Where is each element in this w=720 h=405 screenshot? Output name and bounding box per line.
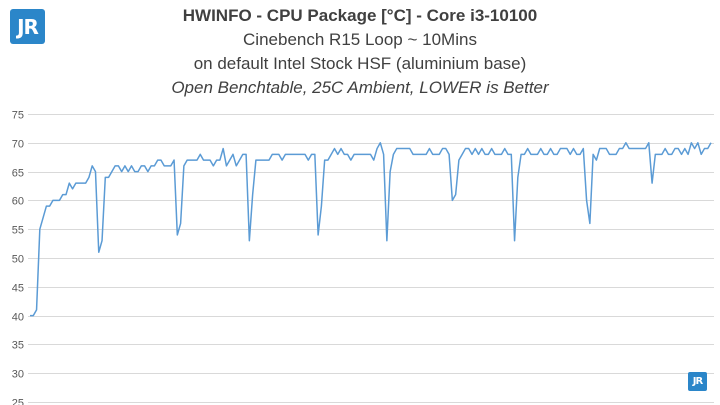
y-tick-label-45: 45 [12, 283, 24, 295]
y-tick-label-25: 25 [12, 398, 24, 405]
chart-subtitle-3: Open Benchtable, 25C Ambient, LOWER is B… [171, 78, 549, 97]
chart-subtitle-1: Cinebench R15 Loop ~ 10Mins [243, 30, 477, 49]
y-tick-label-65: 65 [12, 168, 24, 180]
y-tick-label-50: 50 [12, 254, 24, 266]
y-tick-label-70: 70 [12, 139, 24, 151]
jr-logo: JR [10, 9, 45, 44]
y-tick-label-30: 30 [12, 369, 24, 381]
y-axis-ticks: 25 30 35 40 45 50 55 60 65 70 75 [12, 110, 24, 405]
y-tick-label-40: 40 [12, 312, 24, 324]
y-tick-label-75: 75 [12, 110, 24, 122]
y-tick-label-60: 60 [12, 196, 24, 208]
chart-title: HWINFO - CPU Package [°C] - Core i3-1010… [182, 6, 538, 25]
chart-subtitle-2: on default Intel Stock HSF (aluminium ba… [193, 54, 527, 73]
gridlines [28, 114, 714, 403]
series-layer [30, 142, 712, 317]
chart-titles: HWINFO - CPU Package [°C] - Core i3-1010… [0, 4, 720, 100]
jr-watermark-logo: JR [688, 372, 707, 391]
series-line-0 [30, 142, 712, 317]
y-tick-label-55: 55 [12, 225, 24, 237]
y-tick-label-35: 35 [12, 340, 24, 352]
